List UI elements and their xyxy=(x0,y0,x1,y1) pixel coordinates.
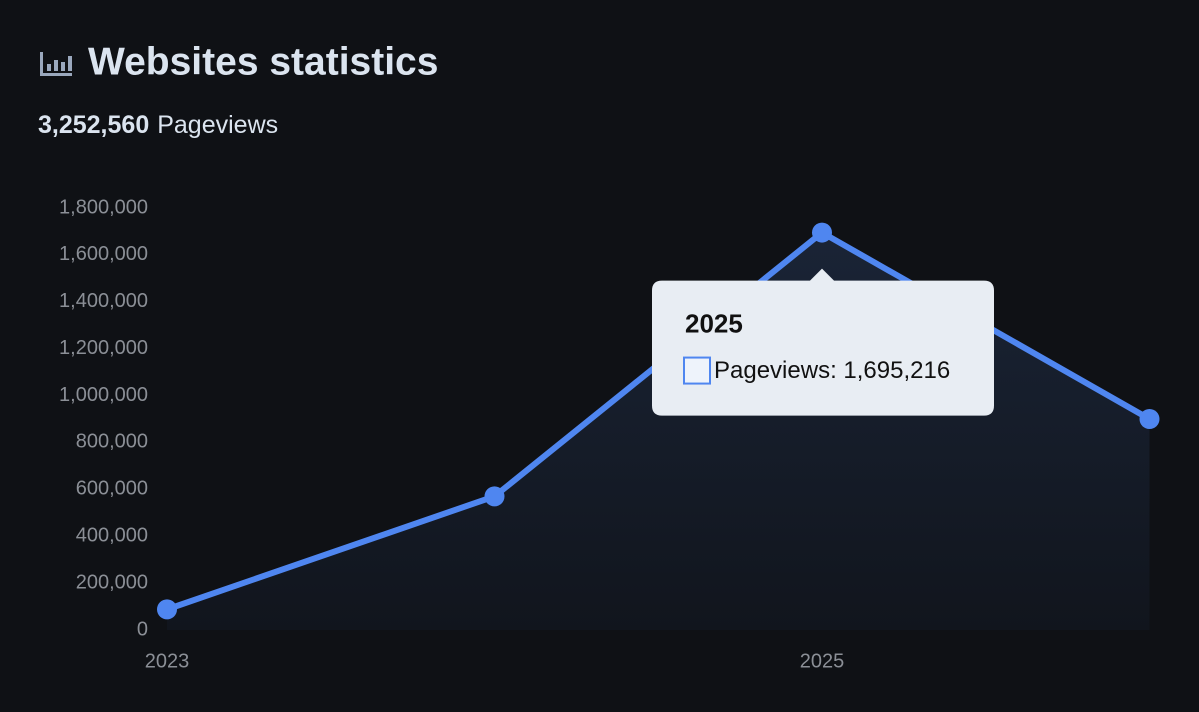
tooltip-box xyxy=(652,268,994,416)
tooltip: 2025 Pageviews: 1,695,216 xyxy=(652,268,994,416)
y-tick-label: 400,000 xyxy=(76,525,148,547)
y-tick-label: 800,000 xyxy=(76,431,148,453)
y-tick-label: 1,000,000 xyxy=(59,384,148,406)
total-label: Pageviews xyxy=(157,111,278,139)
page-title: Websites statistics xyxy=(88,40,438,83)
y-tick-label: 1,200,000 xyxy=(59,337,148,359)
y-tick-label: 1,600,000 xyxy=(59,243,148,265)
y-tick-label: 600,000 xyxy=(76,478,148,500)
x-tick-label: 2025 xyxy=(800,650,845,672)
axes: 0 200,000 400,000 600,000 800,000 1,000,000 1,… xyxy=(59,196,844,672)
x-tick-label: 2023 xyxy=(145,650,190,672)
tooltip-title: 2025 xyxy=(685,308,743,338)
total-value: 3,252,560 xyxy=(38,111,149,139)
y-tick-label: 1,400,000 xyxy=(59,290,148,312)
y-tick-label: 200,000 xyxy=(76,571,148,593)
point xyxy=(484,486,505,507)
y-tick-label: 1,800,000 xyxy=(59,196,148,218)
point xyxy=(1139,409,1160,429)
y-tick-label: 0 xyxy=(137,618,148,640)
tooltip-label: Pageviews: 1,695,216 xyxy=(714,357,950,384)
legend-swatch xyxy=(683,356,711,385)
point xyxy=(812,222,832,243)
total-line: 3,252,560 Pageviews xyxy=(38,111,278,139)
point xyxy=(157,599,177,620)
stats-icon xyxy=(40,52,72,76)
